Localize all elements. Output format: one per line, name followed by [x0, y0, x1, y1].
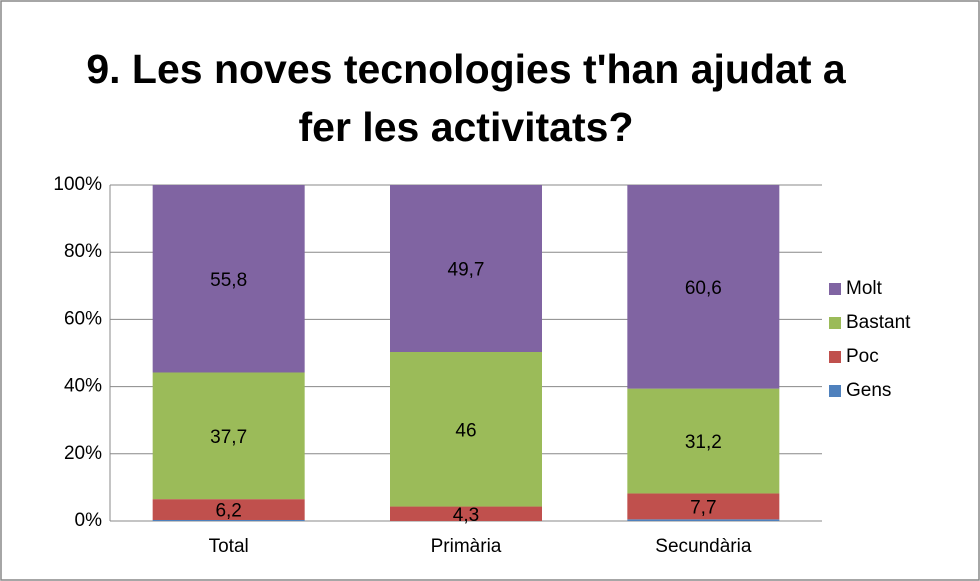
x-tick-label: Secundària — [655, 536, 752, 557]
data-label: 6,2 — [215, 501, 241, 522]
bar-segment — [390, 351, 542, 507]
y-tick-label: 80% — [64, 241, 102, 262]
y-tick-label: 20% — [64, 443, 102, 464]
bar-segment — [627, 185, 780, 389]
bar-segment — [152, 519, 305, 521]
bar-segment — [627, 388, 780, 494]
bar-segment — [152, 372, 305, 500]
y-tick-label: 100% — [53, 174, 102, 195]
data-label: 60,6 — [685, 278, 722, 299]
bar-segment — [627, 519, 780, 521]
legend-label: Poc — [846, 346, 879, 367]
data-label: 37,7 — [210, 427, 247, 448]
bar-segment — [152, 185, 305, 373]
legend-label: Molt — [846, 278, 883, 299]
chart-title: fer les activitats? — [299, 104, 634, 150]
data-label: 49,7 — [448, 260, 485, 281]
data-label: 31,2 — [685, 432, 722, 453]
legend-swatch — [829, 385, 841, 397]
x-tick-label: Total — [209, 536, 249, 557]
legend-swatch — [829, 317, 841, 329]
data-label: 55,8 — [210, 270, 247, 291]
y-tick-label: 40% — [64, 376, 102, 397]
legend-label: Bastant — [846, 312, 911, 333]
legend-label: Gens — [846, 380, 891, 401]
chart-title: 9. Les noves tecnologies t'han ajudat a — [86, 46, 847, 92]
data-label: 7,7 — [690, 497, 716, 518]
y-tick-label: 0% — [75, 510, 103, 531]
data-label: 4,3 — [453, 505, 479, 526]
bar-segment — [390, 506, 542, 521]
legend-swatch — [829, 351, 841, 363]
x-tick-label: Primària — [431, 536, 502, 557]
data-label: 46 — [455, 420, 476, 441]
legend-swatch — [829, 283, 841, 295]
bar-segment — [627, 493, 780, 520]
bar-segment — [390, 185, 542, 352]
y-tick-label: 60% — [64, 308, 102, 329]
bar-segment — [152, 499, 305, 520]
